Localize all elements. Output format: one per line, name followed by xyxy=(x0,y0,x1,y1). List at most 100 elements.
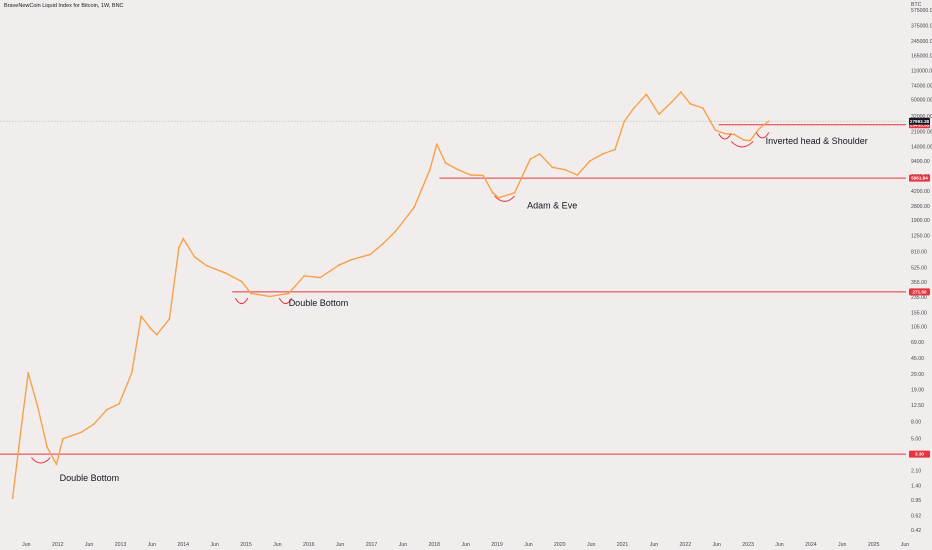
x-tick-label: Jun xyxy=(775,542,783,548)
x-tick-label: 2013 xyxy=(115,542,127,548)
price-point xyxy=(658,113,660,115)
pattern-annotation: Double Bottom xyxy=(60,473,120,483)
price-point xyxy=(428,168,431,171)
y-tick-label: 2.10 xyxy=(911,469,921,475)
x-tick-label: Jun xyxy=(273,542,281,548)
price-point xyxy=(303,274,306,277)
y-tick-label: 165000.00 xyxy=(911,54,932,60)
price-point xyxy=(11,497,14,499)
y-tick-label: 45.00 xyxy=(911,356,924,362)
price-point xyxy=(723,132,726,135)
x-tick-label: Jun xyxy=(650,542,658,548)
price-point xyxy=(498,196,500,199)
x-tick-label: Jun xyxy=(210,542,218,548)
price-point xyxy=(469,174,472,176)
price-point xyxy=(394,230,397,233)
y-tick-label: 525.00 xyxy=(911,265,927,271)
pattern-annotation: Inverted head & Shoulder xyxy=(766,136,868,146)
x-tick-label: Jun xyxy=(524,542,532,548)
y-tick-label: 69.00 xyxy=(911,340,924,346)
y-tick-label: 1.40 xyxy=(911,483,921,489)
pattern-curve xyxy=(278,297,293,305)
x-tick-label: 2025 xyxy=(868,542,880,548)
price-point xyxy=(61,437,64,440)
y-tick-label: 0.62 xyxy=(911,513,921,519)
x-tick-label: Jun xyxy=(713,542,721,548)
y-tick-label: 810.00 xyxy=(911,249,927,255)
x-tick-label: Jun xyxy=(85,542,93,548)
price-point xyxy=(714,129,717,131)
pattern-annotation: Adam & Eve xyxy=(527,201,577,211)
x-tick-label: 2012 xyxy=(52,542,64,548)
y-tick-label: 50000.00 xyxy=(911,98,932,104)
x-tick-label: 2024 xyxy=(805,542,817,548)
x-tick-label: Jun xyxy=(587,542,595,548)
x-tick-label: 2023 xyxy=(742,542,754,548)
y-tick-label: 110000.00 xyxy=(911,69,932,75)
y-tick-label: 575000.00 xyxy=(911,8,932,14)
price-point xyxy=(689,102,692,105)
y-tick-label: 375000.00 xyxy=(911,24,932,30)
price-point xyxy=(80,431,83,434)
price-point xyxy=(369,253,372,256)
y-tick-label: 12.50 xyxy=(911,403,924,409)
y-tick-label: 0.42 xyxy=(911,528,921,534)
support-level-badge xyxy=(909,450,930,458)
x-tick-label: Jun xyxy=(838,542,846,548)
price-point xyxy=(551,166,554,169)
price-point xyxy=(287,292,290,295)
price-point xyxy=(182,237,185,240)
price-point xyxy=(749,139,751,142)
price-point xyxy=(529,158,532,161)
price-point xyxy=(576,174,579,176)
price-point xyxy=(149,327,152,330)
y-tick-label: 245000.00 xyxy=(911,39,932,45)
x-tick-label: Jun xyxy=(22,542,30,548)
price-point xyxy=(36,405,39,408)
x-tick-label: 2022 xyxy=(680,542,692,548)
y-tick-label: 14000.00 xyxy=(911,145,932,151)
x-tick-label: 2021 xyxy=(617,542,629,548)
support-level-label: 25435.38 xyxy=(910,122,930,127)
price-point xyxy=(563,168,566,171)
price-point xyxy=(538,153,541,155)
x-tick-label: 2015 xyxy=(240,542,252,548)
support-level-label: 5961.84 xyxy=(911,176,928,181)
price-point xyxy=(758,127,761,130)
y-tick-label: 355.00 xyxy=(911,280,927,286)
x-tick-label: 2016 xyxy=(303,542,315,548)
x-tick-label: 2014 xyxy=(177,542,189,548)
price-point xyxy=(93,423,96,425)
y-tick-label: 32000.00 xyxy=(911,114,932,120)
x-tick-label: 2020 xyxy=(554,542,566,548)
chart-title: BraveNewCoin Liquid Index for Bitcoin, 1… xyxy=(4,3,124,9)
price-point xyxy=(177,246,180,249)
pattern-curve xyxy=(234,297,249,305)
y-tick-label: 19.00 xyxy=(911,388,924,394)
y-tick-label: 74000.00 xyxy=(911,83,932,89)
pattern-curve xyxy=(494,195,515,202)
pattern-curve xyxy=(755,132,770,139)
price-point xyxy=(457,168,460,171)
x-tick-label: 2019 xyxy=(491,542,503,548)
pattern-curve xyxy=(730,141,754,148)
price-point xyxy=(130,372,133,374)
price-point xyxy=(225,272,227,275)
price-point xyxy=(513,191,516,194)
price-point xyxy=(680,91,682,93)
x-tick-label: 2018 xyxy=(429,542,441,548)
y-tick-label: 2800.00 xyxy=(911,204,930,210)
price-point xyxy=(193,256,196,258)
price-point xyxy=(337,264,340,267)
y-tick-label: 29.00 xyxy=(911,372,924,378)
price-point xyxy=(168,318,171,320)
support-level-badge xyxy=(909,174,930,182)
current-price-badge xyxy=(909,117,930,125)
x-tick-label: Jun xyxy=(901,542,909,548)
price-point xyxy=(632,107,635,109)
y-tick-label: 235.00 xyxy=(911,295,927,301)
price-point xyxy=(105,408,108,411)
price-point xyxy=(27,372,30,374)
